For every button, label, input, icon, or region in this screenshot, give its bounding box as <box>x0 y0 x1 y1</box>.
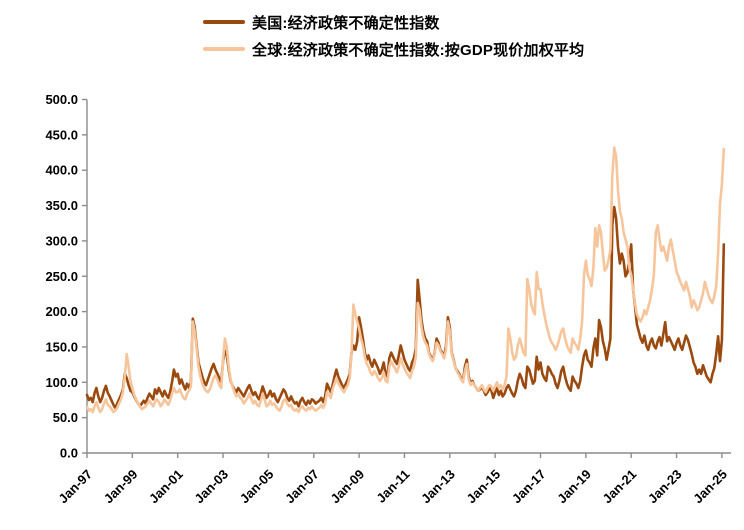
global-series-swatch-icon <box>203 47 245 51</box>
global-series-label: 全球:经济政策不确定性指数:按GDP现价加权平均 <box>252 41 585 59</box>
x-tick-label: Jan-03 <box>191 467 231 507</box>
x-tick-label: Jan-23 <box>645 467 685 507</box>
us-series-line <box>85 205 726 410</box>
legend-item-us: 美国:经济政策不确定性指数 <box>203 12 584 32</box>
global-series-line <box>85 146 726 414</box>
y-tick-label: 50.0 <box>53 410 78 425</box>
x-tick-label: Jan-21 <box>600 467 640 507</box>
x-tick-label: Jan-01 <box>146 467 186 507</box>
y-tick-label: 450.0 <box>45 127 78 142</box>
chart-legend: 美国:经济政策不确定性指数 全球:经济政策不确定性指数:按GDP现价加权平均 <box>203 12 584 59</box>
us-series-label: 美国:经济政策不确定性指数 <box>252 14 440 32</box>
x-tick-label: Jan-97 <box>55 467 95 507</box>
y-tick-label: 400.0 <box>45 163 78 178</box>
x-tick-label: Jan-17 <box>509 467 549 507</box>
x-tick-label: Jan-13 <box>418 467 458 507</box>
x-tick-label: Jan-15 <box>464 467 504 507</box>
x-tick-label: Jan-25 <box>690 467 730 507</box>
x-tick-label: Jan-11 <box>373 467 412 506</box>
y-tick-label: 500.0 <box>45 92 78 107</box>
x-tick-label: Jan-99 <box>101 467 141 507</box>
x-tick-label: Jan-09 <box>327 467 367 507</box>
x-tick-label: Jan-07 <box>282 467 322 507</box>
us-series-swatch-icon <box>203 20 245 24</box>
x-tick-label: Jan-19 <box>554 467 594 507</box>
y-tick-label: 0.0 <box>60 446 78 461</box>
y-tick-label: 150.0 <box>45 339 78 354</box>
y-tick-label: 250.0 <box>45 269 78 284</box>
y-tick-label: 350.0 <box>45 198 78 213</box>
y-tick-label: 100.0 <box>45 375 78 390</box>
legend-item-global: 全球:经济政策不确定性指数:按GDP现价加权平均 <box>203 39 584 59</box>
x-tick-label: Jan-05 <box>237 467 277 507</box>
y-tick-label: 200.0 <box>45 304 78 319</box>
y-tick-label: 300.0 <box>45 233 78 248</box>
